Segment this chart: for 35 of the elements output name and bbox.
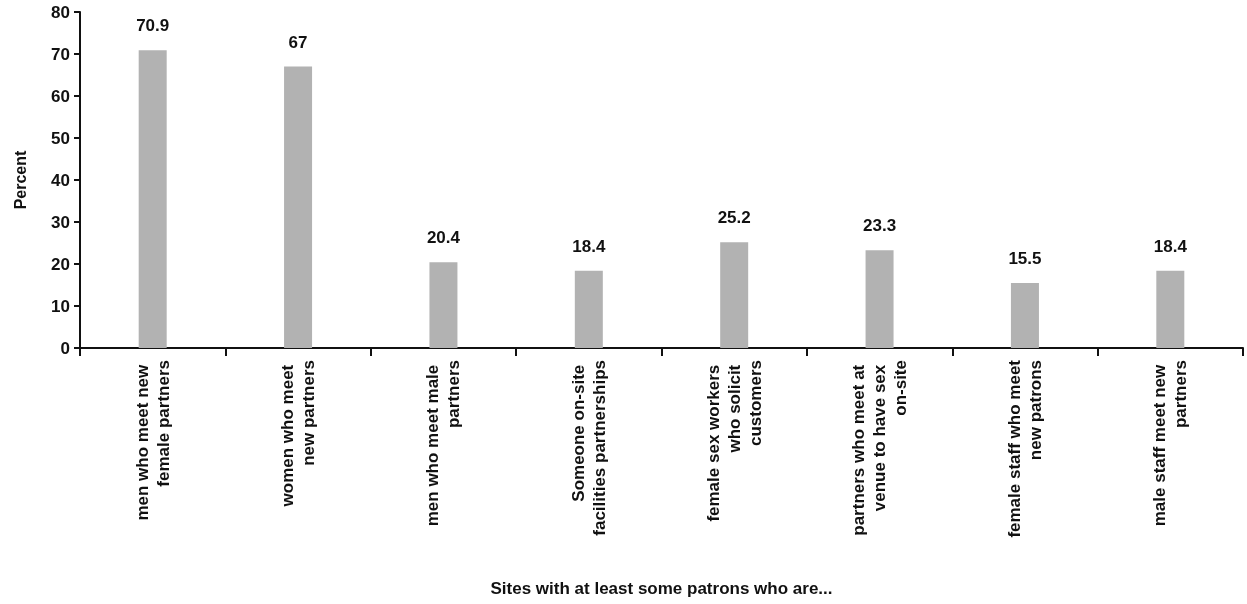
bar xyxy=(720,242,749,348)
x-tick-label: women who meet new partners xyxy=(278,360,319,508)
y-tick-label: 40 xyxy=(51,170,70,190)
bar xyxy=(1156,270,1185,348)
x-tick-label: female sex workers who solicit customers xyxy=(703,360,765,522)
data-label: 70.9 xyxy=(136,16,170,36)
x-tick-label: Someone on-site facilities partnerships xyxy=(568,360,609,536)
y-tick-label: 30 xyxy=(51,212,70,232)
y-tick-label: 80 xyxy=(51,2,70,22)
x-tick-label: male staff meet new partners xyxy=(1150,360,1191,527)
bar xyxy=(284,66,313,348)
y-tick-label: 20 xyxy=(51,254,70,274)
x-tick-label: partners who meet at venue to have sex on-site xyxy=(849,360,911,536)
y-tick-label: 0 xyxy=(60,338,70,358)
bar xyxy=(429,262,458,348)
x-tick-label: men who meet male partners xyxy=(423,360,464,527)
data-label: 18.4 xyxy=(572,236,606,256)
bar xyxy=(574,270,603,348)
bar xyxy=(865,250,894,348)
data-label: 15.5 xyxy=(1008,248,1042,268)
bar xyxy=(138,50,167,348)
data-label: 23.3 xyxy=(863,216,897,236)
data-label: 18.4 xyxy=(1153,236,1188,256)
bar xyxy=(1010,282,1039,348)
y-tick-label: 50 xyxy=(51,128,70,148)
y-tick-label: 10 xyxy=(51,296,70,316)
y-axis-title: Percent xyxy=(11,149,29,210)
data-label: 25.2 xyxy=(717,208,751,228)
data-label: 20.4 xyxy=(426,228,461,248)
x-tick-label: female staff who meet new patrons xyxy=(1004,359,1045,538)
data-label: 67 xyxy=(288,32,308,52)
y-tick-label: 60 xyxy=(51,86,70,106)
x-tick-label: men who meet new female partners xyxy=(132,360,173,521)
x-axis-title: Sites with at least some patrons who are... xyxy=(490,579,833,598)
y-tick-label: 70 xyxy=(51,44,70,64)
